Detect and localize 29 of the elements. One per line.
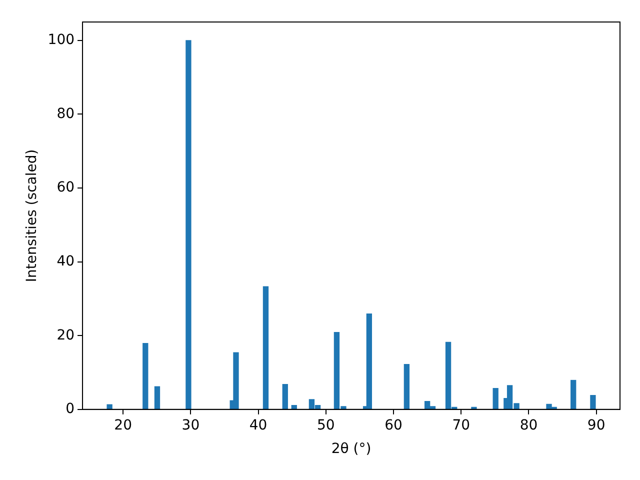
bar bbox=[590, 395, 596, 410]
bar bbox=[233, 352, 239, 410]
x-tick-label: 90 bbox=[587, 417, 606, 434]
bar bbox=[262, 286, 269, 410]
x-tick-label: 60 bbox=[384, 417, 402, 434]
x-tick-label: 80 bbox=[520, 417, 538, 434]
y-tick-label: 20 bbox=[56, 327, 75, 344]
bar bbox=[492, 388, 498, 410]
y-tick-label: 60 bbox=[56, 180, 75, 196]
bar bbox=[142, 343, 148, 410]
x-tick-label: 30 bbox=[182, 417, 200, 434]
bar bbox=[404, 364, 410, 410]
y-tick-label: 80 bbox=[56, 106, 75, 122]
x-tick-label: 50 bbox=[316, 417, 335, 434]
bar bbox=[186, 40, 192, 410]
bar bbox=[282, 384, 288, 410]
x-tick-label: 70 bbox=[452, 417, 470, 434]
x-axis-title: 2θ (°) bbox=[331, 441, 372, 458]
bar bbox=[106, 404, 112, 410]
bar bbox=[570, 380, 576, 410]
bar bbox=[366, 314, 372, 410]
y-tick-label: 100 bbox=[48, 32, 75, 48]
bar bbox=[291, 405, 297, 410]
y-tick-label: 40 bbox=[56, 253, 75, 270]
x-tick-label: 20 bbox=[114, 417, 132, 434]
y-axis-title: Intensities (scaled) bbox=[24, 149, 40, 282]
bar bbox=[154, 386, 160, 410]
y-tick-label: 0 bbox=[66, 401, 75, 418]
x-tick-label: 40 bbox=[249, 417, 268, 434]
